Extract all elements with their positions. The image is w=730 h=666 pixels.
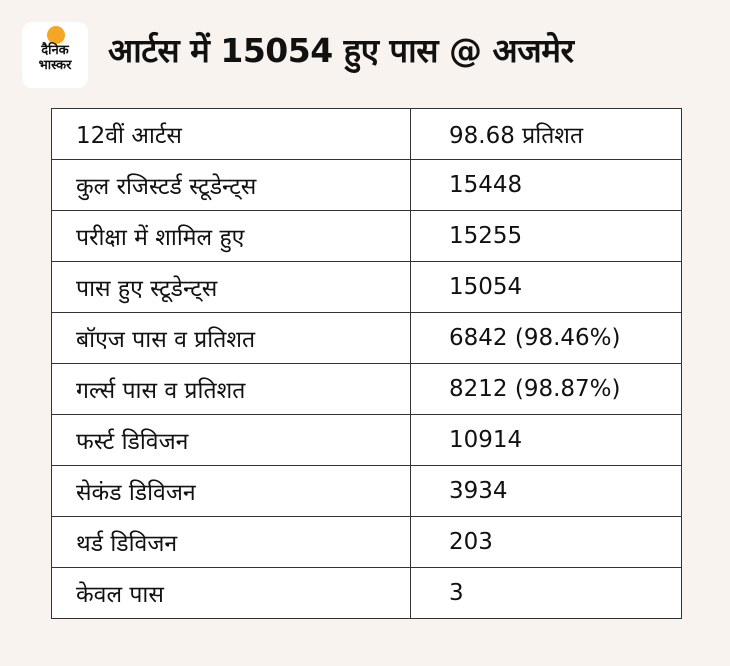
row-label: बॉएज पास व प्रतिशत bbox=[51, 312, 411, 364]
table-row: 12वीं आर्टस 98.68 प्रतिशत bbox=[51, 108, 682, 160]
row-label: परीक्षा में शामिल हुए bbox=[51, 210, 411, 262]
row-label: फर्स्ट डिविजन bbox=[51, 414, 411, 466]
logo-text-line2: भास्कर bbox=[38, 58, 72, 73]
row-value: 6842 (98.46%) bbox=[410, 312, 682, 364]
row-value: 8212 (98.87%) bbox=[410, 363, 682, 415]
row-value: 3934 bbox=[410, 465, 682, 517]
row-value: 98.68 प्रतिशत bbox=[410, 108, 682, 160]
table-row: सेकंड डिविजन 3934 bbox=[51, 465, 682, 517]
row-label: कुल रजिस्टर्ड स्टूडेन्ट्स bbox=[51, 159, 411, 211]
page-title: आर्टस में 15054 हुए पास @ अजमेर bbox=[108, 31, 574, 70]
row-value: 3 bbox=[410, 567, 682, 619]
dainik-bhaskar-logo: दैनिक भास्कर bbox=[22, 22, 88, 88]
table-row: कुल रजिस्टर्ड स्टूडेन्ट्स 15448 bbox=[51, 159, 682, 211]
table-row: परीक्षा में शामिल हुए 15255 bbox=[51, 210, 682, 262]
table-row: फर्स्ट डिविजन 10914 bbox=[51, 414, 682, 466]
row-label: गर्ल्स पास व प्रतिशत bbox=[51, 363, 411, 415]
row-value: 15448 bbox=[410, 159, 682, 211]
table-row: बॉएज पास व प्रतिशत 6842 (98.46%) bbox=[51, 312, 682, 364]
row-value: 203 bbox=[410, 516, 682, 568]
row-label: पास हुए स्टूडेन्ट्स bbox=[51, 261, 411, 313]
results-table: 12वीं आर्टस 98.68 प्रतिशत कुल रजिस्टर्ड … bbox=[51, 108, 682, 619]
table-row: गर्ल्स पास व प्रतिशत 8212 (98.87%) bbox=[51, 363, 682, 415]
row-label: 12वीं आर्टस bbox=[51, 108, 411, 160]
row-value: 10914 bbox=[410, 414, 682, 466]
table-row: थर्ड डिविजन 203 bbox=[51, 516, 682, 568]
row-value: 15255 bbox=[410, 210, 682, 262]
row-label: सेकंड डिविजन bbox=[51, 465, 411, 517]
sun-icon bbox=[47, 26, 65, 44]
row-label: थर्ड डिविजन bbox=[51, 516, 411, 568]
row-label: केवल पास bbox=[51, 567, 411, 619]
row-value: 15054 bbox=[410, 261, 682, 313]
logo-text-line1: दैनिक bbox=[41, 43, 69, 58]
header: दैनिक भास्कर आर्टस में 15054 हुए पास @ अ… bbox=[22, 20, 712, 90]
table-row: पास हुए स्टूडेन्ट्स 15054 bbox=[51, 261, 682, 313]
table-row: केवल पास 3 bbox=[51, 567, 682, 619]
